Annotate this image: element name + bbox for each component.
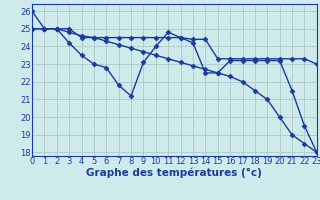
X-axis label: Graphe des températures (°c): Graphe des températures (°c) (86, 168, 262, 178)
